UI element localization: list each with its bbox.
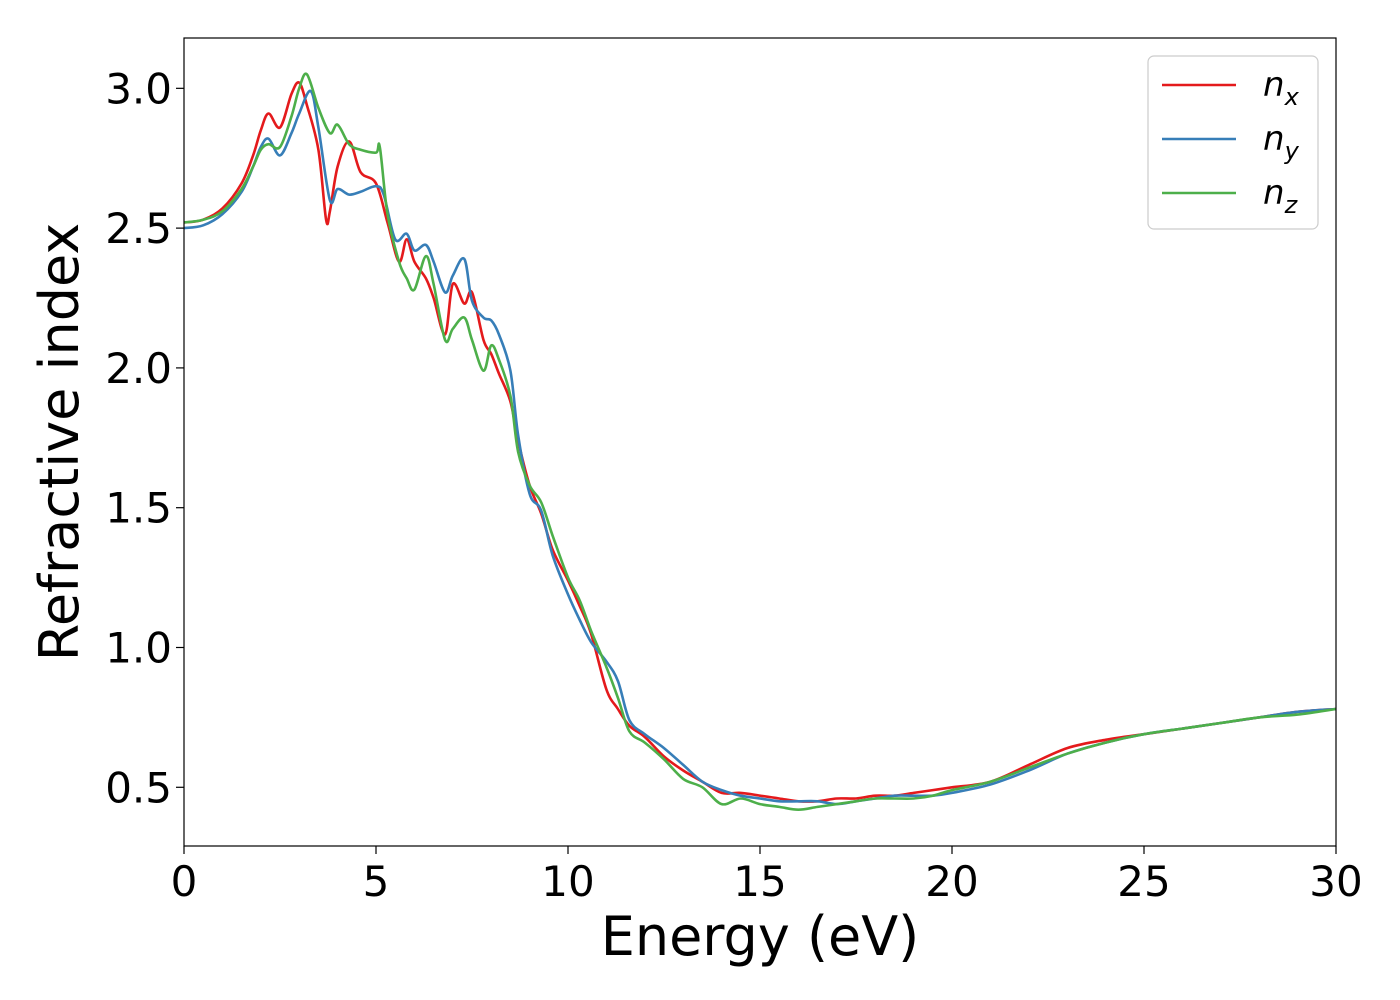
y-tick-label: 0.5: [105, 763, 172, 812]
y-axis-label: Refractive index: [28, 223, 91, 662]
x-tick-label: 20: [925, 857, 978, 906]
series-line-nz: [183, 72, 1337, 811]
y-tick-label: 1.5: [105, 484, 172, 533]
plot-lines: [183, 72, 1337, 811]
legend-label-nx: nx: [1263, 65, 1300, 111]
x-tick-label: 10: [541, 857, 594, 906]
x-tick-label: 0: [171, 857, 198, 906]
y-tick-label: 2.0: [105, 344, 172, 393]
x-axis-label: Energy (eV): [601, 905, 920, 968]
legend-box: [1147, 55, 1319, 230]
legend-label-base: n: [1263, 65, 1285, 105]
x-tick-label: 25: [1117, 857, 1170, 906]
x-tick-label: 30: [1309, 857, 1362, 906]
legend-label-subscript: x: [1284, 83, 1300, 111]
legend-label-subscript: z: [1284, 191, 1299, 219]
legend-label-subscript: y: [1284, 137, 1300, 165]
legend-label-base: n: [1263, 173, 1285, 213]
y-axis: 0.5 1.0 1.5 2.0 2.5 3.0: [105, 64, 184, 812]
y-tick-label: 3.0: [105, 64, 172, 113]
legend-label-nz: nz: [1263, 173, 1299, 219]
y-tick-label: 2.5: [105, 204, 172, 253]
x-axis: 0 5 10 15 20 25 30: [171, 846, 1363, 906]
x-tick-label: 5: [363, 857, 390, 906]
legend-label-ny: ny: [1263, 119, 1300, 165]
legend-label-base: n: [1263, 119, 1285, 159]
x-tick-label: 15: [733, 857, 786, 906]
y-tick-label: 1.0: [105, 623, 172, 672]
